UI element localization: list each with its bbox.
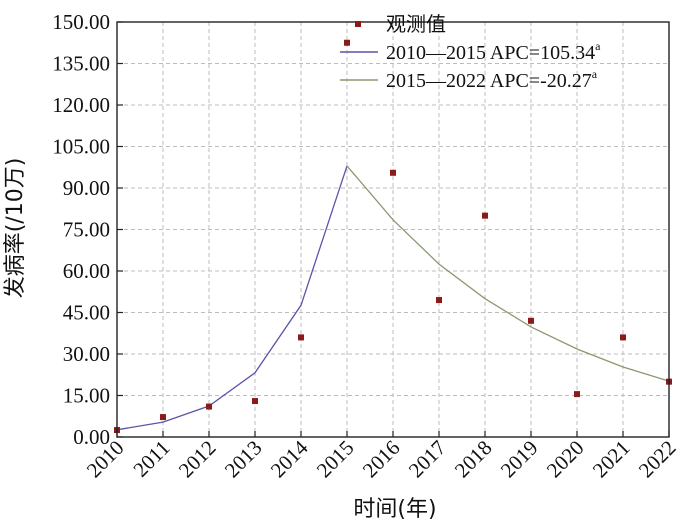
x-tick-label: 2015 [312,436,359,483]
grid [117,22,669,437]
plot-series [114,39,672,434]
observed-point [298,334,304,341]
x-tick-label: 2016 [358,436,405,483]
x-tick-label: 2021 [588,436,635,483]
observed-point [620,334,626,341]
observed-point [252,398,258,405]
x-tick-label: 2017 [404,436,451,483]
observed-point [206,403,212,410]
legend-label: 观测值 [386,13,446,36]
y-tick-label: 60.00 [63,259,110,283]
x-tick-label: 2019 [496,436,543,483]
y-tick-label: 90.00 [63,176,110,200]
y-tick-label: 120.00 [52,93,110,117]
y-tick-label: 135.00 [52,52,110,76]
x-tick-label: 2018 [450,436,497,483]
legend-marker [355,21,361,27]
x-tick-label: 2020 [542,436,589,483]
x-tick-label: 2013 [220,436,267,483]
trend-line [116,165,348,431]
trend-line [346,165,670,382]
x-tick-label: 2022 [634,436,681,483]
observed-point [344,39,350,46]
y-tick-label: 45.00 [63,301,110,325]
y-tick-label: 0.00 [73,425,110,449]
legend: 观测值 2010—2015 APC=105.34a 2015—2022 APC=-2… [340,13,601,92]
legend-label: 2015—2022 APC=-20.27a [386,67,598,92]
y-axis-title: 发病率(/10万) [3,158,28,299]
observed-point [574,391,580,398]
observed-point [436,297,442,304]
y-tick-label: 15.00 [63,384,110,408]
x-tick-label: 2012 [174,436,221,483]
x-tick-label: 2011 [128,436,174,482]
y-tick-label: 150.00 [52,10,110,34]
observed-point [160,414,166,421]
y-tick-label: 75.00 [63,218,110,242]
y-tick-label: 30.00 [63,342,110,366]
x-tick-label: 2014 [266,435,313,482]
y-tick-label: 105.00 [52,135,110,159]
legend-label: 2010—2015 APC=105.34a [386,39,601,64]
x-axis-title: 时间(年) [353,497,436,522]
observed-point [482,212,488,219]
observed-point [390,169,396,176]
observed-point [528,317,534,324]
